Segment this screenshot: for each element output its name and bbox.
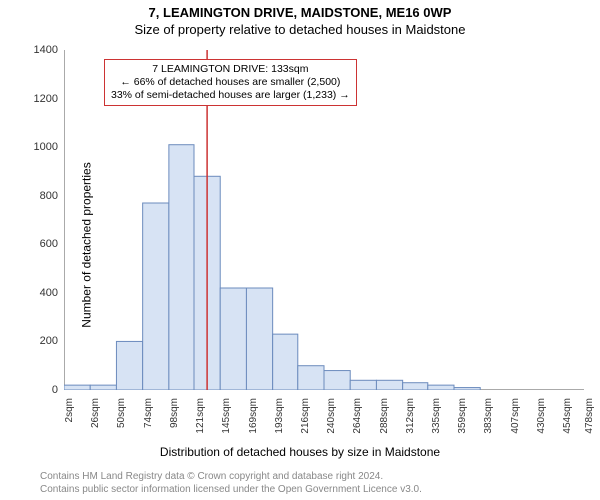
histogram-bar xyxy=(64,385,90,390)
histogram-bar xyxy=(376,380,402,390)
y-tick-label: 1000 xyxy=(28,141,58,153)
x-tick-label: 478sqm xyxy=(584,398,595,448)
license-text: Contains HM Land Registry data © Crown c… xyxy=(40,471,422,496)
x-tick-label: 430sqm xyxy=(536,398,547,448)
callout-line2: ← 66% of detached houses are smaller (2,… xyxy=(111,76,350,89)
x-tick-label: 121sqm xyxy=(195,398,206,448)
x-tick-label: 98sqm xyxy=(169,398,180,448)
x-axis-label: Distribution of detached houses by size … xyxy=(0,445,600,459)
histogram-bar xyxy=(90,385,116,390)
x-tick-label: 335sqm xyxy=(431,398,442,448)
histogram-bar xyxy=(116,341,142,390)
x-tick-label: 74sqm xyxy=(143,398,154,448)
x-tick-label: 264sqm xyxy=(352,398,363,448)
x-tick-label: 288sqm xyxy=(379,398,390,448)
callout-box: 7 LEAMINGTON DRIVE: 133sqm ← 66% of deta… xyxy=(104,59,357,106)
histogram-bar xyxy=(454,388,480,390)
histogram-bar xyxy=(246,288,272,390)
x-tick-label: 145sqm xyxy=(221,398,232,448)
y-tick-label: 400 xyxy=(28,287,58,299)
x-tick-label: 383sqm xyxy=(483,398,494,448)
x-tick-label: 50sqm xyxy=(116,398,127,448)
x-tick-label: 359sqm xyxy=(457,398,468,448)
histogram-bar xyxy=(350,380,376,390)
histogram-plot: 7 LEAMINGTON DRIVE: 133sqm ← 66% of deta… xyxy=(64,50,584,390)
y-tick-label: 1400 xyxy=(28,44,58,56)
license-line2: Contains public sector information licen… xyxy=(40,484,422,497)
histogram-bar xyxy=(403,383,428,390)
x-tick-label: 193sqm xyxy=(274,398,285,448)
license-line1: Contains HM Land Registry data © Crown c… xyxy=(40,471,422,484)
page-title: 7, LEAMINGTON DRIVE, MAIDSTONE, ME16 0WP xyxy=(0,5,600,20)
histogram-bar xyxy=(143,203,169,390)
x-tick-label: 240sqm xyxy=(326,398,337,448)
x-tick-label: 454sqm xyxy=(562,398,573,448)
callout-line1: 7 LEAMINGTON DRIVE: 133sqm xyxy=(111,63,350,76)
x-tick-label: 216sqm xyxy=(300,398,311,448)
x-tick-label: 312sqm xyxy=(405,398,416,448)
x-tick-label: 26sqm xyxy=(90,398,101,448)
x-tick-label: 169sqm xyxy=(248,398,259,448)
y-tick-label: 1200 xyxy=(28,93,58,105)
histogram-bar xyxy=(428,385,454,390)
histogram-bar xyxy=(169,145,194,390)
page-subtitle: Size of property relative to detached ho… xyxy=(0,22,600,37)
y-tick-label: 200 xyxy=(28,335,58,347)
histogram-bar xyxy=(220,288,246,390)
histogram-bar xyxy=(298,366,324,390)
y-tick-label: 0 xyxy=(28,384,58,396)
callout-line3: 33% of semi-detached houses are larger (… xyxy=(111,89,350,102)
x-tick-label: 2sqm xyxy=(64,398,75,448)
histogram-bar xyxy=(273,334,298,390)
x-tick-label: 407sqm xyxy=(510,398,521,448)
y-tick-label: 600 xyxy=(28,238,58,250)
histogram-bar xyxy=(324,371,350,390)
y-tick-label: 800 xyxy=(28,190,58,202)
